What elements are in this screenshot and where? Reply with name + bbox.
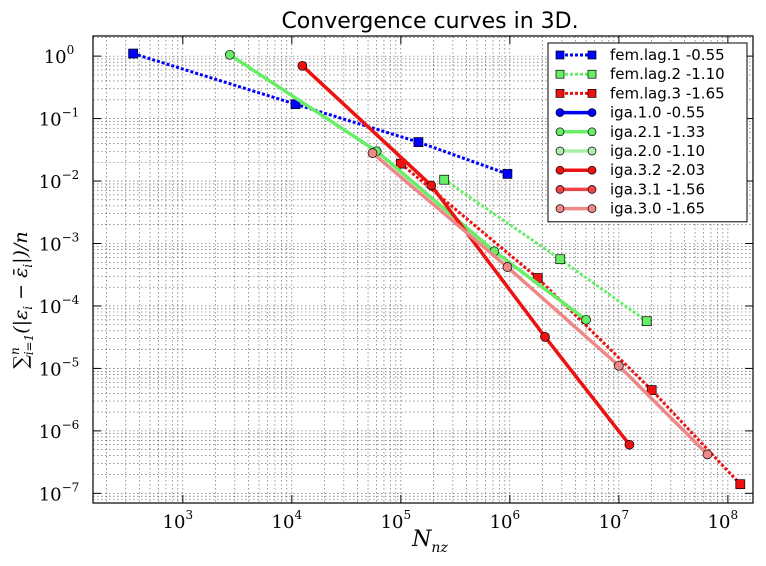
y-tick-label: 10−6 (39, 418, 80, 443)
x-tick-label: 105 (381, 508, 412, 533)
series-line (301, 64, 631, 446)
legend-entry: iga.2.0 -1.10 (555, 142, 705, 160)
legend-label: fem.lag.2 -1.10 (610, 65, 725, 83)
legend-marker (555, 185, 565, 194)
legend-entry: iga.2.1 -1.33 (555, 123, 705, 141)
y-tick-label: 10−3 (39, 230, 80, 255)
legend-label: iga.3.1 -1.56 (610, 180, 705, 198)
legend-marker (587, 127, 597, 137)
legend-label: iga.3.0 -1.65 (610, 200, 705, 218)
data-point (413, 137, 424, 147)
series-iga-2-1 (224, 49, 591, 325)
data-point (128, 48, 138, 59)
y-axis-label: ∑ni=1(|εi − ε̄i|)/n (8, 231, 36, 368)
x-tick-label: 103 (163, 508, 194, 533)
legend-marker (555, 69, 565, 79)
legend-label: fem.lag.1 -0.55 (610, 46, 725, 64)
legend-entry: fem.lag.3 -1.65 (555, 84, 725, 102)
series-line (371, 151, 709, 456)
legend-marker (555, 127, 565, 137)
legend-marker (587, 50, 597, 60)
legend-marker (555, 50, 565, 60)
series-fem-lag-2 (439, 174, 652, 327)
data-point (555, 254, 566, 265)
y-tick-label: 10−4 (39, 293, 80, 318)
y-tick-label: 10−1 (39, 106, 80, 131)
legend-entry: iga.3.1 -1.56 (555, 180, 705, 198)
svg-text:Nnz: Nnz (411, 527, 448, 556)
data-point (735, 479, 746, 490)
data-point (367, 148, 378, 158)
legend-marker (555, 204, 565, 213)
legend-marker (587, 146, 597, 156)
plot-frame (92, 35, 754, 504)
data-point (641, 316, 652, 327)
legend-entry: iga.1.0 -0.55 (555, 104, 705, 122)
x-tick-label: 107 (599, 508, 630, 533)
data-point (581, 314, 591, 325)
series-layer (128, 48, 746, 490)
series-iga-3-0 (367, 148, 713, 460)
data-point (614, 360, 624, 371)
x-axis-label: Nnz (411, 527, 448, 556)
series-iga-3-2 (297, 60, 635, 450)
data-point (224, 49, 235, 60)
legend-label: iga.2.1 -1.33 (610, 123, 705, 141)
legend-entry: fem.lag.2 -1.10 (555, 65, 725, 83)
y-tick-label: 10−2 (39, 168, 80, 193)
legend-label: iga.1.0 -0.55 (610, 104, 705, 122)
axis-ticks: 103 104 105 106 107 108 100 10−1 10−2 10−3 10−4 10−… (39, 36, 753, 533)
data-point (439, 174, 450, 185)
x-tick-label: 104 (272, 508, 303, 533)
series-line (399, 162, 742, 486)
chart-title: Convergence curves in 3D. (281, 9, 578, 34)
legend-entry: fem.lag.1 -0.55 (555, 46, 725, 64)
data-point (624, 439, 635, 450)
legend-marker (587, 69, 597, 79)
legend-marker (555, 146, 565, 156)
y-tick-label: 10−5 (39, 355, 80, 380)
y-tick-label: 100 (44, 43, 75, 68)
x-tick-label: 108 (708, 508, 739, 533)
data-point (540, 332, 550, 342)
svg-text:∑ni=1(|εi − ε̄i|)/n: ∑ni=1(|εi − ε̄i|)/n (8, 231, 36, 368)
data-point (502, 262, 513, 272)
legend-marker (555, 165, 565, 175)
legend-entry: iga.3.0 -1.65 (555, 200, 705, 218)
legend-label: iga.3.2 -2.03 (610, 161, 705, 179)
data-point (502, 169, 513, 179)
legend-marker (555, 89, 565, 98)
data-point (646, 385, 657, 395)
legend-marker (587, 108, 597, 117)
legend-label: iga.2.0 -1.10 (610, 142, 705, 160)
series-line (132, 52, 508, 176)
data-point (297, 60, 308, 71)
y-tick-label: 10−7 (39, 480, 80, 505)
series-fem-lag-1 (128, 48, 513, 179)
legend-marker (587, 204, 597, 213)
legend-marker (587, 89, 597, 98)
legend-marker (587, 185, 597, 194)
data-point (426, 180, 437, 191)
legend-label: fem.lag.3 -1.65 (610, 84, 725, 102)
series-line (228, 53, 588, 322)
legend-marker (555, 108, 565, 117)
legend-entry: iga.3.2 -2.03 (555, 161, 705, 179)
data-point (702, 449, 713, 460)
legend-marker (587, 165, 597, 175)
x-tick-label: 106 (490, 508, 521, 533)
